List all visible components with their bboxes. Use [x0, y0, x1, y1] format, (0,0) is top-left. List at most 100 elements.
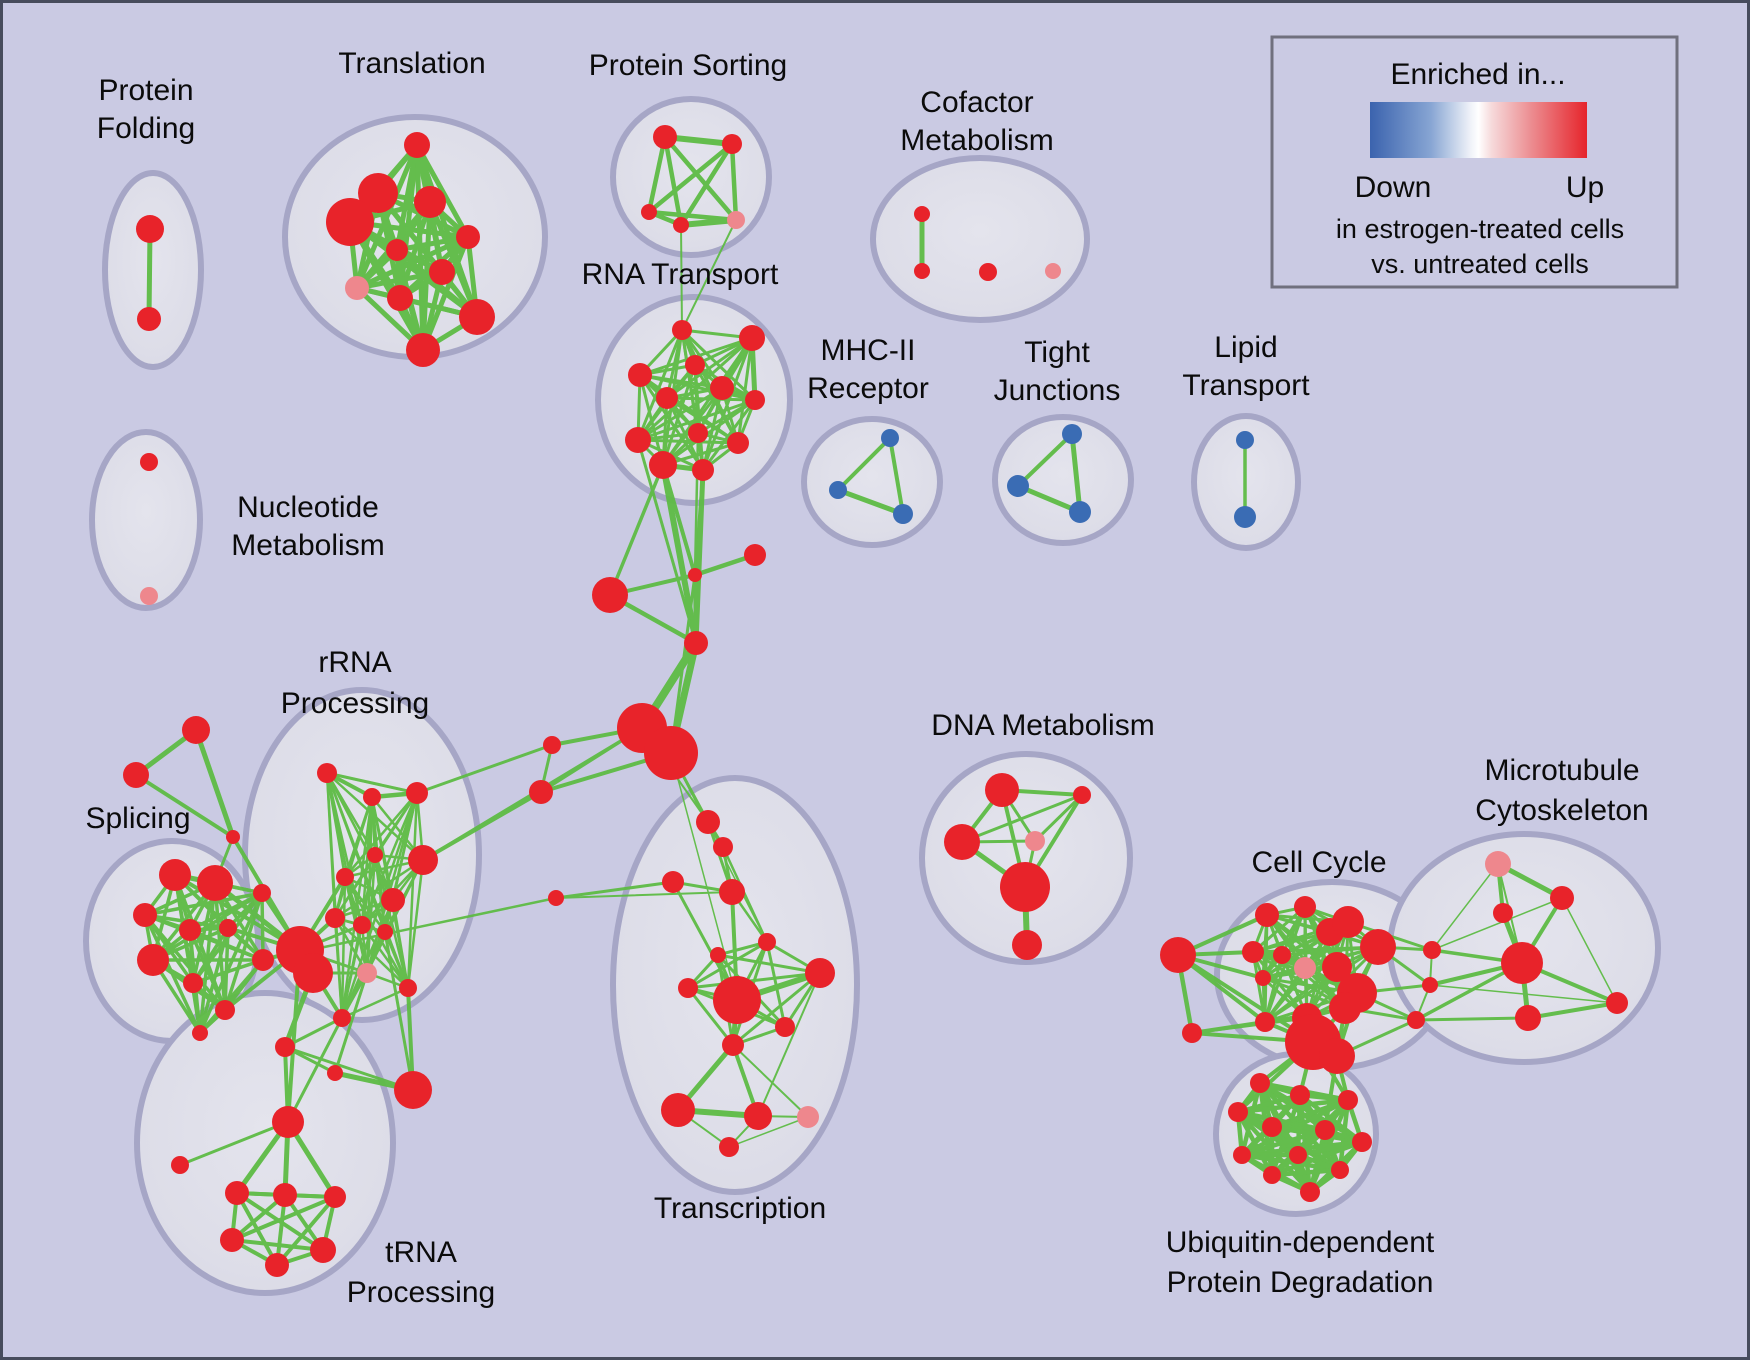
- gene-set-node: [429, 259, 455, 285]
- cluster-label-protein-folding: Protein: [98, 74, 193, 107]
- edge: [198, 958, 265, 1035]
- gene-set-node: [1329, 992, 1361, 1024]
- edge: [665, 396, 757, 402]
- gene-set-node: [775, 1017, 795, 1037]
- edge: [1263, 965, 1339, 1024]
- gene-set-node: [377, 924, 393, 940]
- gene-set-node: [357, 963, 377, 983]
- edge: [340, 875, 347, 1020]
- gene-set-node: [1331, 1161, 1349, 1179]
- gene-set-node: [394, 1071, 432, 1109]
- edge: [1239, 1127, 1328, 1158]
- gene-set-node: [253, 884, 271, 902]
- gene-set-node: [1300, 1182, 1320, 1202]
- cluster-label-ubiquitin-dependent-protein-degradation: Protein Degradation: [1167, 1266, 1434, 1299]
- gene-set-node: [140, 453, 158, 471]
- gene-set-node: [1069, 501, 1091, 523]
- gene-set-node: [914, 206, 930, 222]
- gene-set-node: [327, 1065, 343, 1081]
- edge: [143, 891, 264, 917]
- edge: [736, 336, 754, 445]
- cluster-ellipse-dna-metabolism: [919, 751, 1133, 965]
- cluster-ellipse-cofactor-metabolism: [870, 155, 1090, 323]
- gene-set-node: [275, 1037, 295, 1057]
- cluster-label-protein-sorting: Protein Sorting: [589, 49, 787, 82]
- edge: [230, 1195, 337, 1242]
- edge: [636, 438, 698, 645]
- edge: [608, 463, 665, 597]
- gene-set-node: [1263, 1166, 1281, 1184]
- gene-set-node: [1242, 941, 1264, 963]
- edge: [646, 134, 668, 215]
- gene-set-node: [1485, 851, 1511, 877]
- legend-gradient-bar: [1370, 102, 1587, 158]
- edge: [406, 858, 425, 990]
- legend-title: Enriched in...: [1390, 58, 1565, 91]
- edge: [354, 269, 445, 291]
- gene-set-node: [358, 173, 398, 213]
- gene-set-node: [192, 1025, 208, 1041]
- gene-set-node: [944, 824, 980, 860]
- legend-caption-line1: in estrogen-treated cells: [1336, 214, 1624, 244]
- gene-set-node: [123, 762, 149, 788]
- edge: [669, 573, 697, 755]
- cluster-label-tight-junctions: Tight: [1024, 336, 1090, 369]
- edge: [638, 373, 757, 402]
- edge: [283, 1045, 415, 1092]
- gene-set-node: [1493, 903, 1513, 923]
- edge: [1190, 1016, 1309, 1035]
- cluster-ellipse-trna-processing: [134, 990, 396, 1296]
- gene-set-node: [727, 211, 745, 229]
- edge: [343, 875, 387, 934]
- edge: [333, 916, 369, 975]
- gene-set-node: [1352, 1132, 1372, 1152]
- edge: [732, 1044, 809, 1118]
- gene-set-node: [1319, 1038, 1355, 1074]
- nodes-layer: [123, 125, 1628, 1277]
- edge: [343, 791, 419, 879]
- edge: [638, 373, 705, 472]
- gene-set-node: [543, 736, 561, 754]
- gene-set-node: [1236, 431, 1254, 449]
- edge: [721, 845, 769, 944]
- gene-set-node: [293, 953, 333, 993]
- gene-set-node: [914, 263, 930, 279]
- legend-box: [1270, 35, 1679, 289]
- cluster-label-mhc-ii-receptor: MHC-II: [821, 334, 916, 367]
- edge: [275, 1195, 337, 1267]
- edge: [173, 873, 302, 952]
- gene-set-node: [408, 845, 438, 875]
- edge: [554, 880, 675, 900]
- cluster-label-trna-processing: tRNA: [385, 1236, 457, 1269]
- edge: [661, 398, 757, 467]
- gene-set-node: [1262, 1117, 1282, 1137]
- edge: [636, 328, 684, 442]
- gene-set-node: [710, 376, 734, 400]
- gene-set-node: [317, 763, 337, 783]
- gene-set-node: [1182, 1023, 1202, 1043]
- cluster-label-rna-transport: RNA Transport: [582, 258, 779, 291]
- cluster-label-translation: Translation: [338, 47, 485, 80]
- gene-set-node: [179, 919, 201, 941]
- cluster-label-trna-processing: Processing: [347, 1276, 495, 1309]
- gene-set-node: [325, 908, 345, 928]
- gene-set-node: [399, 979, 417, 997]
- gene-set-node: [673, 217, 689, 233]
- gene-set-node: [1025, 831, 1045, 851]
- gene-set-node: [220, 1228, 244, 1252]
- edge: [757, 972, 821, 1117]
- cluster-label-microtubule-cytoskeleton: Cytoskeleton: [1475, 794, 1648, 827]
- gene-set-node: [182, 716, 210, 744]
- gene-set-node: [459, 299, 495, 335]
- gene-set-node: [722, 134, 742, 154]
- gene-set-node: [1515, 1005, 1541, 1031]
- gene-set-node: [1255, 1012, 1275, 1032]
- gene-set-node: [893, 504, 913, 524]
- cluster-label-lipid-transport: Transport: [1182, 369, 1310, 402]
- edge: [325, 771, 419, 795]
- gene-set-node: [273, 1183, 297, 1207]
- gene-set-node: [529, 780, 553, 804]
- gene-set-node: [1233, 1146, 1251, 1164]
- edge: [836, 436, 892, 492]
